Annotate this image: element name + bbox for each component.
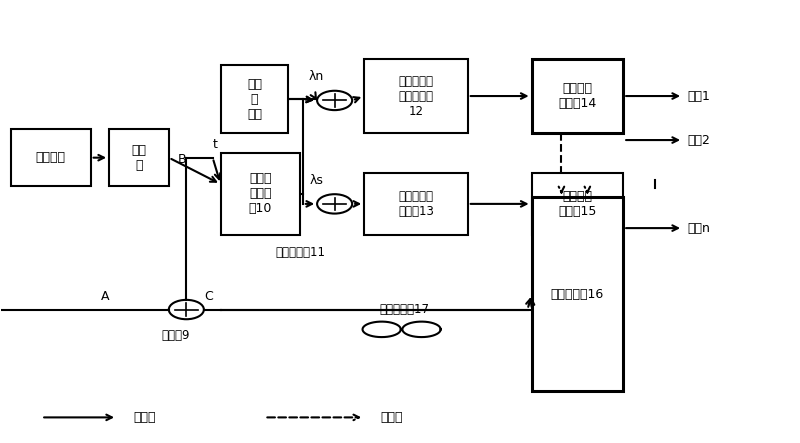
Text: C: C bbox=[204, 290, 213, 303]
Text: 光纤延时线17: 光纤延时线17 bbox=[379, 303, 429, 316]
Text: 分光器9: 分光器9 bbox=[161, 329, 190, 342]
Text: 节点标签
处理器14: 节点标签 处理器14 bbox=[558, 82, 597, 110]
Text: 分组头
提取装
置10: 分组头 提取装 置10 bbox=[249, 172, 272, 215]
Text: 光标
签: 光标 签 bbox=[131, 144, 146, 172]
FancyBboxPatch shape bbox=[364, 58, 468, 133]
Text: 节点光标签
解码器阵列
12: 节点光标签 解码器阵列 12 bbox=[398, 74, 434, 117]
FancyBboxPatch shape bbox=[531, 197, 623, 391]
Text: 端口2: 端口2 bbox=[687, 133, 710, 147]
Text: 波分复用器11: 波分复用器11 bbox=[275, 246, 326, 259]
FancyBboxPatch shape bbox=[11, 129, 90, 187]
Text: 光开关矩阵16: 光开关矩阵16 bbox=[550, 288, 604, 301]
Text: 端口1: 端口1 bbox=[687, 89, 710, 102]
Text: 网络标签
处理器15: 网络标签 处理器15 bbox=[558, 190, 597, 218]
Text: B: B bbox=[178, 153, 186, 167]
Text: 光信号: 光信号 bbox=[133, 411, 155, 424]
Text: 载荷信号: 载荷信号 bbox=[36, 151, 66, 164]
Text: 电信号: 电信号 bbox=[380, 411, 402, 424]
Text: t: t bbox=[213, 138, 218, 151]
Text: 光码
字
标签: 光码 字 标签 bbox=[247, 78, 262, 121]
Text: 端口n: 端口n bbox=[687, 222, 710, 235]
Text: 网络光标签
解码器13: 网络光标签 解码器13 bbox=[398, 190, 434, 218]
Text: λs: λs bbox=[310, 174, 323, 187]
Text: A: A bbox=[101, 290, 110, 303]
FancyBboxPatch shape bbox=[531, 173, 623, 235]
FancyBboxPatch shape bbox=[364, 173, 468, 235]
FancyBboxPatch shape bbox=[109, 129, 169, 187]
FancyBboxPatch shape bbox=[221, 153, 300, 235]
FancyBboxPatch shape bbox=[531, 58, 623, 133]
Text: λn: λn bbox=[309, 70, 324, 83]
FancyBboxPatch shape bbox=[221, 65, 288, 133]
